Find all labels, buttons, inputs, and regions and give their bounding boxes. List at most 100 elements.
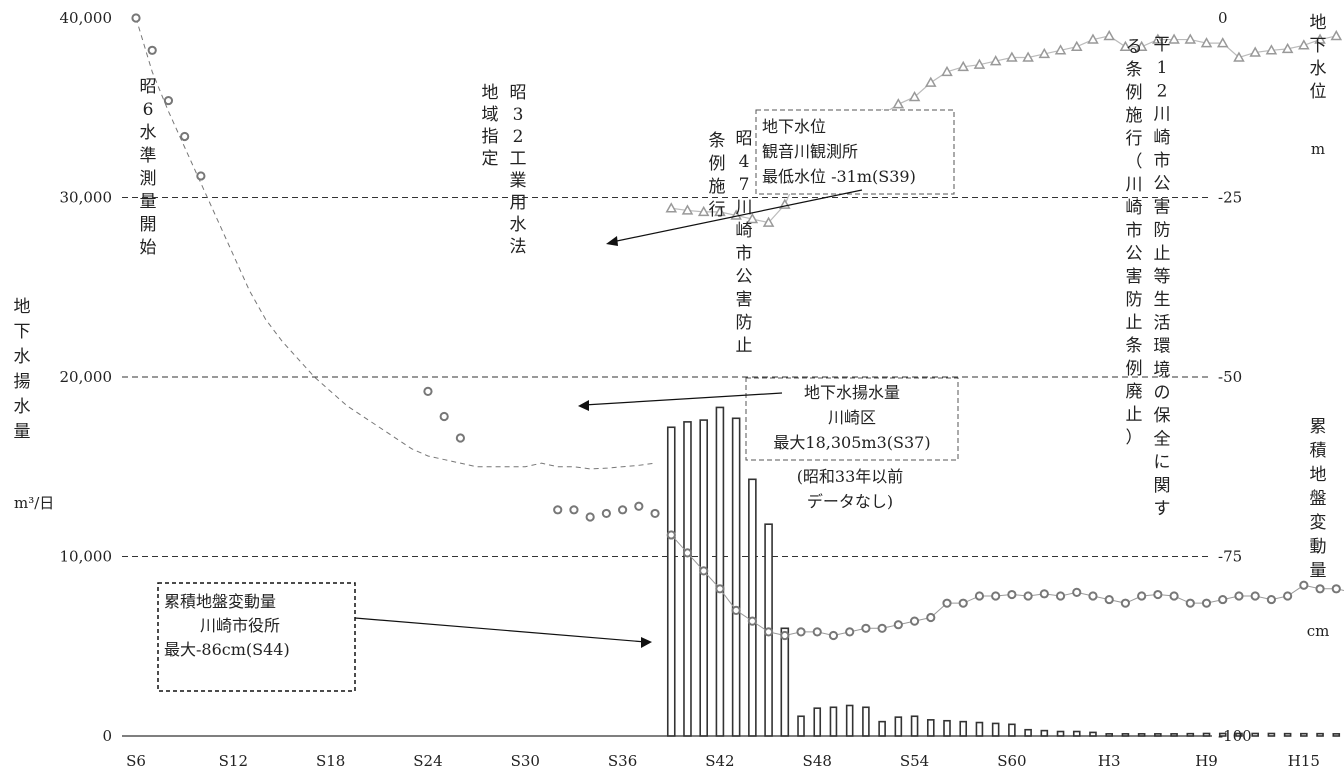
- annotation-s47-left-char: 施: [709, 177, 726, 197]
- annotation-s47-left-char: 例: [709, 154, 726, 174]
- annotation-s47-right-char: 止: [736, 336, 753, 356]
- groundwater-marker: [746, 213, 759, 224]
- subsidence-marker: [423, 386, 433, 396]
- subsidence-marker: [553, 505, 563, 515]
- subsidence-marker: [196, 171, 206, 181]
- subsidence-marker: [812, 627, 822, 637]
- x-tick-label: S24: [413, 752, 442, 770]
- pumping-bar: [894, 716, 903, 737]
- groundwater-marker: [1249, 46, 1261, 57]
- subsidence-marker: [601, 508, 611, 519]
- groundwater-marker: [1298, 39, 1310, 50]
- subsidence-marker: [699, 566, 709, 576]
- annotation-h12-right-char: す: [1154, 499, 1171, 519]
- groundwater-marker: [957, 60, 970, 72]
- annotation-s32-left-char: 定: [482, 149, 499, 169]
- annotation-h12-left-char: 市: [1126, 221, 1143, 241]
- pumping-bar: [959, 720, 968, 737]
- annotation-h12-right-char: 市: [1154, 151, 1171, 171]
- annotation-s47-right-char: 害: [736, 290, 753, 310]
- groundwater-marker: [1330, 29, 1343, 41]
- groundwater-marker: [908, 90, 921, 102]
- annotation-s47-right-char: 崎: [736, 221, 753, 241]
- left-tick-label: 20,000: [60, 368, 113, 386]
- annotation-h12-left-char: 例: [1126, 83, 1143, 103]
- subsidence-marker: [1185, 598, 1195, 608]
- annotation-s6-char: 6: [143, 100, 154, 120]
- left-tick-label: 0: [102, 727, 112, 745]
- right-axis-bottom-label-char: 積: [1310, 441, 1327, 461]
- pumping-callout-line2: 川崎区: [828, 408, 876, 427]
- subsidence-marker: [569, 505, 579, 515]
- right-axis-bottom-label-char: 累: [1310, 417, 1327, 437]
- groundwater-marker: [1233, 51, 1245, 62]
- groundwater-marker: [1119, 40, 1132, 51]
- annotation-h12-right-char: 環: [1154, 337, 1171, 357]
- annotation-s32-right-char: 水: [510, 215, 527, 235]
- pumping-callout-line3: 最大18,305m3(S37): [773, 433, 930, 452]
- subsidence-marker: [131, 13, 141, 23]
- annotation-h12-left-char: 害: [1126, 267, 1143, 287]
- pumping-bar: [813, 707, 822, 737]
- x-tick-label: H3: [1098, 752, 1121, 770]
- pumping-bar: [666, 426, 676, 737]
- annotation-h12-left-char: 廃: [1126, 382, 1143, 402]
- pumping-bar: [683, 421, 692, 737]
- annotation-s32-right-char: 用: [510, 193, 527, 213]
- subsidence-marker: [1088, 591, 1098, 601]
- groundwater-callout-line2: 観音川観測所: [762, 142, 858, 161]
- subsidence-marker: [439, 411, 449, 422]
- annotation-s47-left-char: 行: [709, 200, 726, 220]
- pumping-bar: [926, 719, 935, 737]
- annotation-s6-char: 量: [140, 192, 157, 212]
- groundwater-marker: [1054, 44, 1067, 55]
- pumping-bar: [699, 419, 709, 737]
- left-tick-label: 10,000: [60, 548, 113, 566]
- annotation-s47-right-char: 川: [736, 198, 753, 218]
- annotations: 昭6水準測量開始地域指定昭32工業用水法条例施行昭47川崎市公害防止る条例施行（…: [140, 35, 1171, 692]
- left-axis-label-char: 下: [14, 322, 31, 342]
- pumping-bar: [1251, 732, 1259, 737]
- annotation-h12-right-char: 1: [1157, 58, 1168, 78]
- subsidence-arrowhead: [641, 637, 652, 648]
- pumping-bar: [845, 704, 854, 737]
- groundwater-marker: [1006, 51, 1018, 62]
- tick-labels: 0 10,000 20,000 30,000 40,000 0 -25 -50 -75 -100 S…: [60, 9, 1320, 770]
- annotation-h12-left-char: 条: [1126, 336, 1143, 356]
- annotation-h12-right-char: の: [1154, 383, 1171, 403]
- pumping-bar: [829, 706, 838, 737]
- groundwater-marker: [1022, 51, 1034, 62]
- x-tick-label: S36: [608, 752, 637, 770]
- pumping-bar: [862, 706, 870, 737]
- subsidence-marker: [682, 548, 693, 558]
- annotation-h12-right-char: 活: [1154, 313, 1171, 333]
- annotation-h12-left-char: 防: [1126, 290, 1143, 310]
- groundwater-arrow: [611, 189, 863, 243]
- annotation-s6-char: 開: [140, 215, 157, 235]
- subsidence-marker: [1283, 591, 1293, 601]
- annotation-h12-left-char: 公: [1126, 244, 1143, 264]
- subsidence-marker: [585, 512, 595, 522]
- annotation-h12-right-char: 防: [1154, 221, 1171, 241]
- pumping-note-line2: データなし): [807, 492, 893, 511]
- annotation-s32-left-char: 地: [482, 83, 499, 103]
- pumping-bar: [943, 719, 951, 737]
- annotation-h12-right-char: 止: [1154, 244, 1171, 264]
- groundwater-marker: [1070, 40, 1083, 51]
- subsidence-marker: [1007, 589, 1017, 600]
- subsidence-marker: [747, 616, 757, 626]
- subsidence-marker: [1072, 587, 1082, 598]
- right-tick-label: -25: [1218, 189, 1242, 207]
- x-tick-label: S42: [705, 752, 734, 770]
- groundwater-level-markers: [665, 29, 1343, 227]
- annotation-h12-right-char: 関: [1154, 476, 1171, 496]
- right-tick-label: -100: [1218, 727, 1252, 745]
- annotation-s47-right-char: 昭: [736, 129, 753, 149]
- annotation-h12-left-char: 崎: [1126, 198, 1143, 218]
- annotation-h12-right-char: 全: [1154, 429, 1171, 449]
- pumping-arrowhead: [578, 400, 589, 411]
- x-tick-label: S54: [900, 752, 929, 770]
- x-tick-label: S12: [219, 752, 248, 770]
